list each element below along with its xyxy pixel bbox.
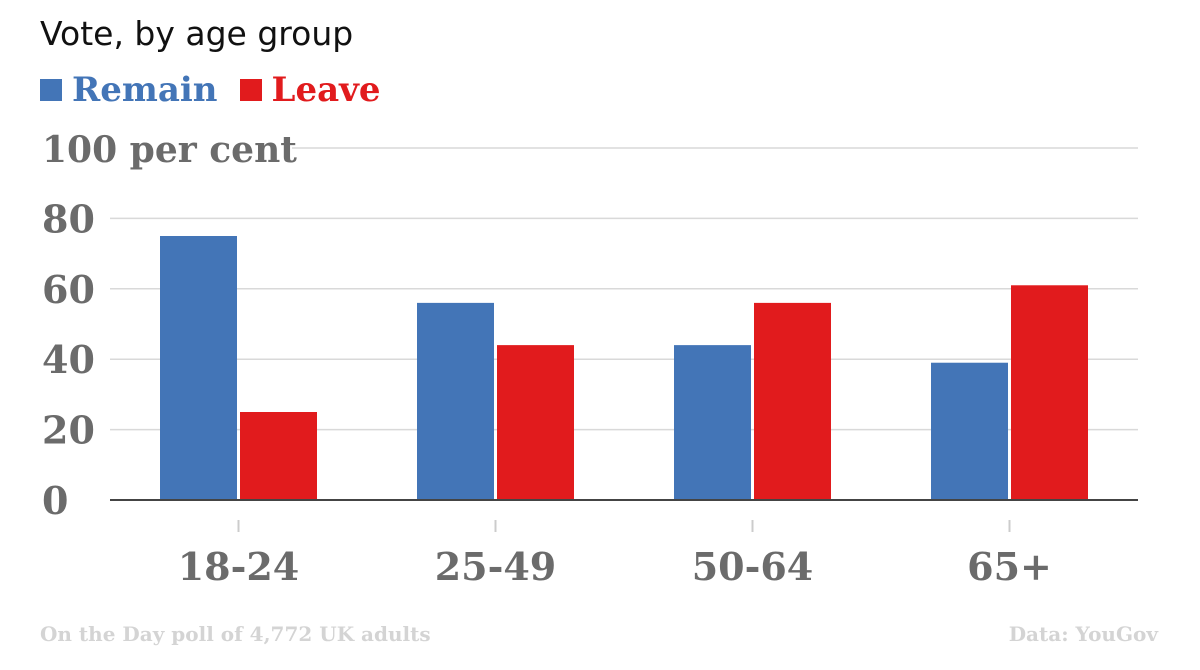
footer-source: Data: YouGov	[1008, 622, 1158, 646]
bar-leave-65+	[1011, 285, 1088, 500]
x-tick-label: 65+	[967, 544, 1052, 589]
bar-remain-18-24	[160, 236, 237, 500]
bar-remain-65+	[931, 362, 1008, 500]
footer-note: On the Day poll of 4,772 UK adults	[40, 622, 431, 646]
legend-label-leave: Leave	[271, 70, 381, 110]
bar-remain-50-64	[674, 345, 751, 500]
legend-label-remain: Remain	[72, 70, 218, 110]
legend-item-leave: Leave	[239, 70, 381, 110]
bar-remain-25-49	[417, 302, 494, 500]
legend-swatch-leave	[239, 79, 262, 101]
y-tick-label: 80	[42, 196, 95, 241]
y-tick-label: 0	[42, 478, 68, 523]
legend: Remain Leave	[40, 70, 403, 110]
y-tick-label: 20	[42, 408, 95, 453]
bar-leave-25-49	[497, 345, 574, 500]
x-tick-label: 18-24	[178, 544, 300, 589]
y-tick-label: 40	[42, 337, 95, 382]
y-tick-label: 100 per cent	[42, 129, 297, 171]
bar-leave-18-24	[240, 412, 317, 500]
bar-leave-50-64	[754, 302, 831, 500]
chart-title: Vote, by age group	[40, 14, 354, 53]
y-tick-label: 60	[42, 267, 95, 312]
x-tick-label: 50-64	[692, 544, 814, 589]
legend-swatch-remain	[40, 79, 62, 101]
legend-item-remain: Remain	[40, 70, 218, 110]
x-tick-label: 25-49	[435, 544, 557, 589]
